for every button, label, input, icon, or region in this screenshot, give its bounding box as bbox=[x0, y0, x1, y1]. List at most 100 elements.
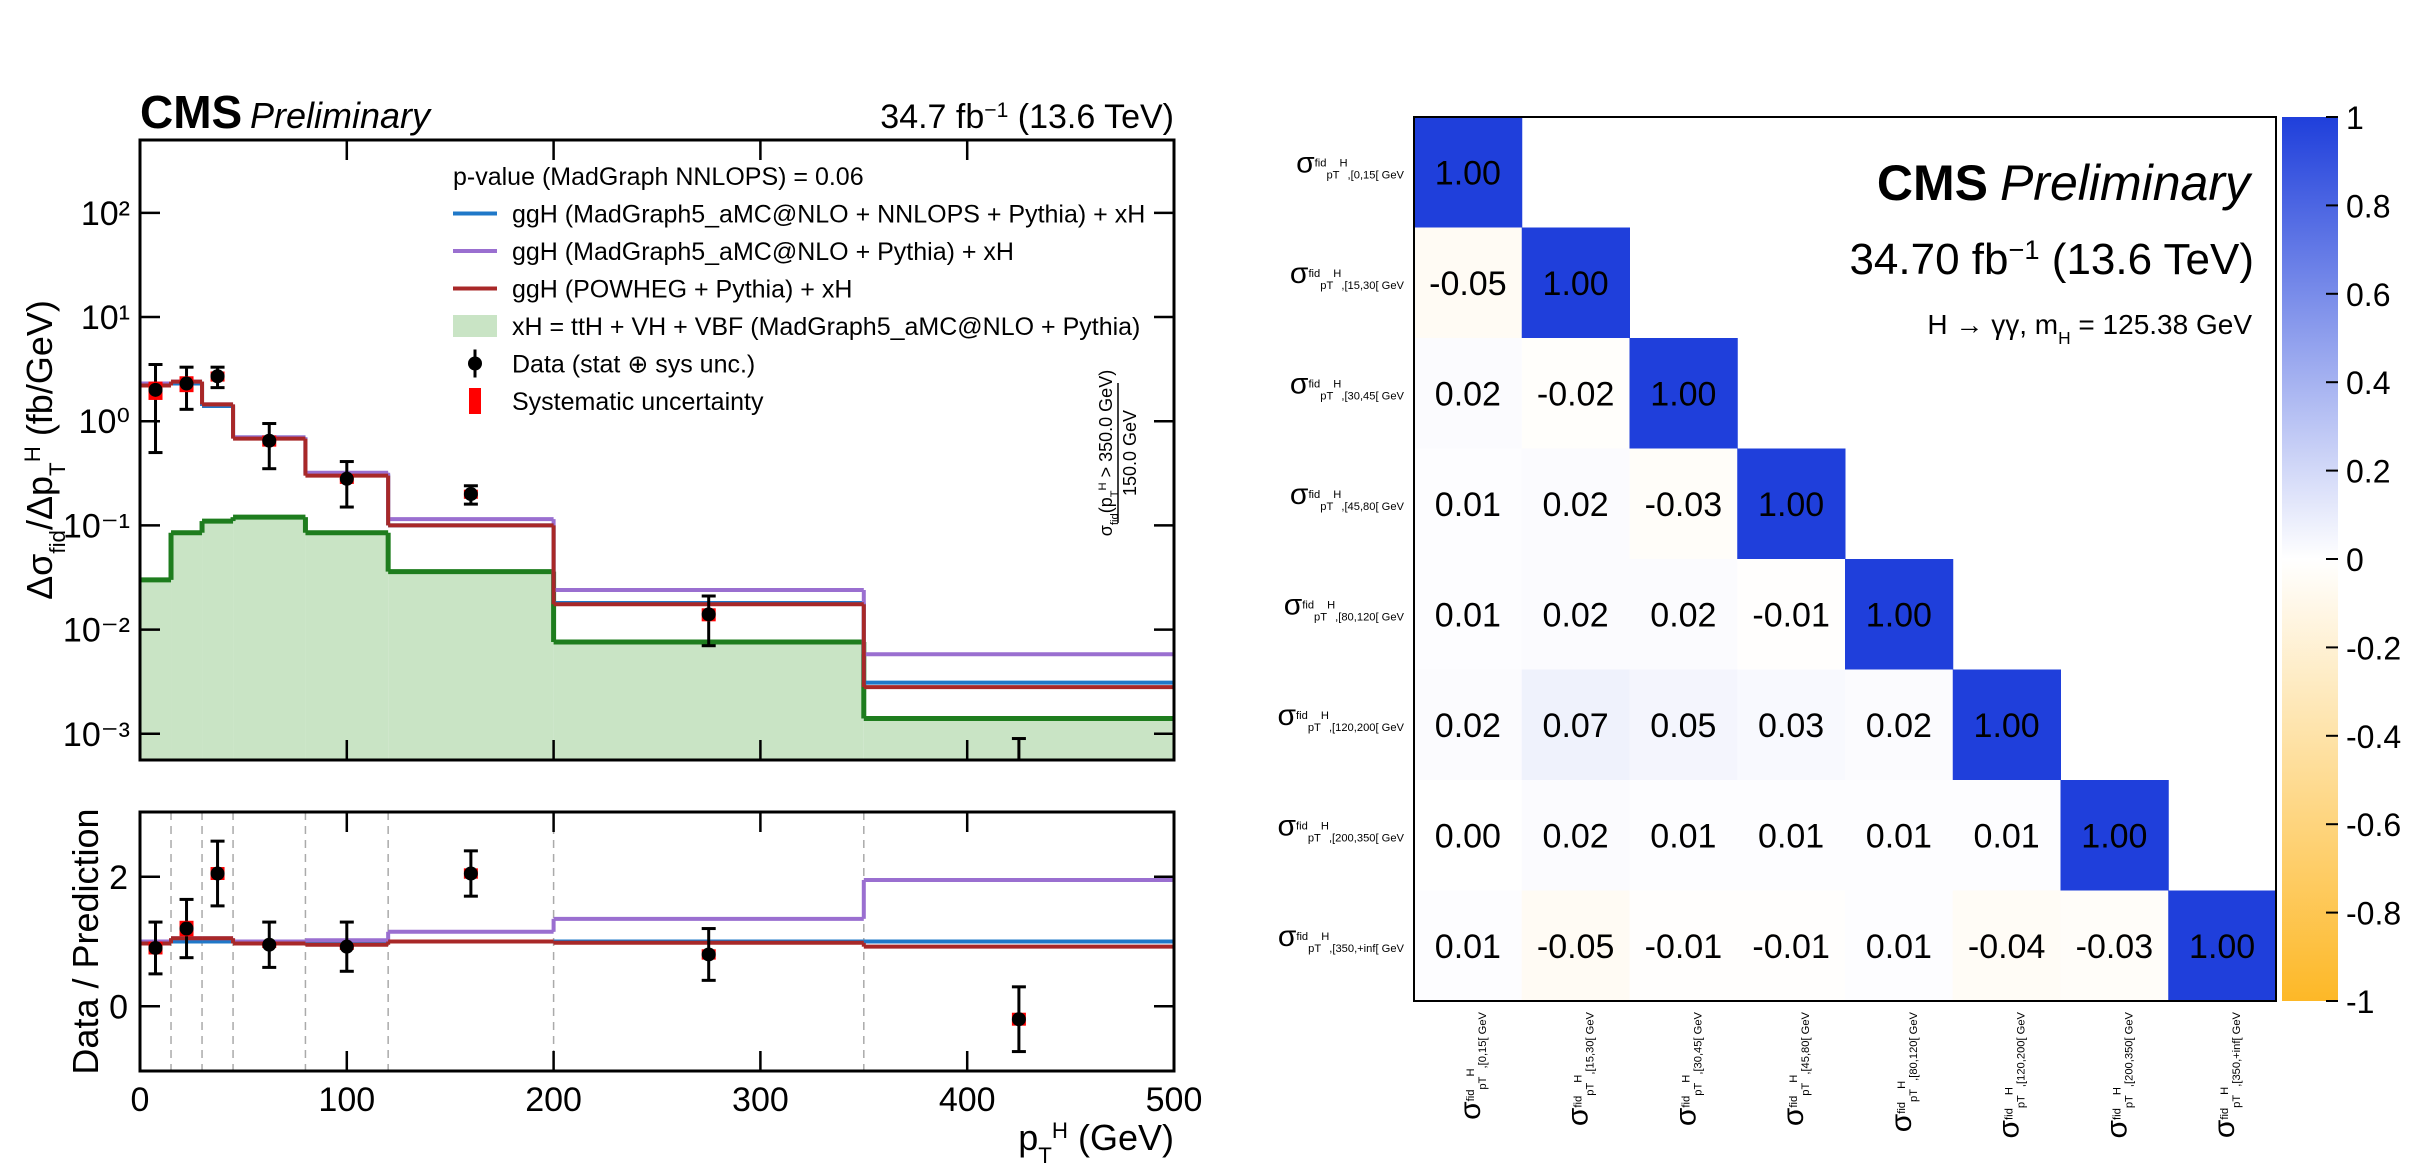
category-label-part: σ bbox=[1278, 699, 1297, 732]
category-label-part: [30,45[ GeV bbox=[1344, 390, 1404, 402]
category-label-part: σ bbox=[1278, 920, 1297, 953]
overflow-numerator-part: T bbox=[1109, 490, 1121, 497]
category-label-part: , bbox=[2231, 1084, 2243, 1087]
category-label-part: T bbox=[2123, 1095, 2135, 1102]
colorbar-tick-label: 1 bbox=[2346, 100, 2364, 136]
category-label-part: fid bbox=[1788, 1096, 1800, 1108]
cell-label: 1.00 bbox=[2081, 817, 2147, 855]
heatmap-cell bbox=[1629, 669, 1738, 781]
category-label-part: , bbox=[1477, 1065, 1489, 1068]
heatmap-cell bbox=[1952, 669, 2061, 781]
category-label: σfidpTH,[80,120[ GeV bbox=[1885, 1011, 1920, 1132]
category-label-part: [120,200[ GeV bbox=[2016, 1011, 2028, 1084]
category-label-part: H bbox=[1680, 1075, 1692, 1083]
category-label-part: [0,15[ GeV bbox=[1477, 1011, 1489, 1065]
category-label-part: σ bbox=[2100, 1119, 2133, 1138]
category-label-part: , bbox=[2123, 1084, 2135, 1087]
category-label: σfidpTH,[45,80[ GeV bbox=[1777, 1011, 1812, 1126]
x-tick-label: 200 bbox=[525, 1081, 582, 1119]
heatmap-cell bbox=[1629, 338, 1738, 449]
heatmap-cell bbox=[1952, 890, 2061, 1002]
category-label: σfidpTH,[0,15[ GeV bbox=[1454, 1011, 1489, 1119]
y-axis-label-part: fid bbox=[45, 530, 70, 554]
category-label-part: , bbox=[1348, 169, 1351, 181]
category-label-part: fid bbox=[1296, 710, 1308, 722]
category-label-part: [350,+inf[ GeV bbox=[1332, 943, 1404, 955]
category-label-part: H bbox=[2004, 1087, 2016, 1095]
ratio-plot-area bbox=[140, 812, 1174, 1071]
data-point bbox=[339, 939, 354, 954]
category-label-part: T bbox=[1908, 1089, 1920, 1096]
category-label-part: fid bbox=[2111, 1108, 2123, 1120]
category-label-part: fid bbox=[2219, 1108, 2231, 1120]
cell-label: 0.02 bbox=[1435, 707, 1501, 745]
category-label-part: p bbox=[1320, 501, 1326, 513]
category-label: σfidpTH,[350,+inf[ GeV bbox=[1278, 920, 1405, 955]
category-label-part: T bbox=[1314, 832, 1321, 844]
cell-label: 0.01 bbox=[1435, 486, 1501, 524]
category-label-part: T bbox=[1585, 1083, 1597, 1090]
heatmap-cell bbox=[1952, 780, 2061, 891]
lumi-label: 34.70 fb−1 (13.6 TeV) bbox=[1849, 234, 2254, 285]
overflow-denominator: 150.0 GeV bbox=[1120, 410, 1140, 496]
category-label-part: H bbox=[1321, 820, 1329, 832]
category-label-part: σ bbox=[2208, 1119, 2241, 1138]
cell-label: -0.02 bbox=[1537, 375, 1615, 413]
colorbar-tick-label: -0.4 bbox=[2346, 719, 2401, 755]
heatmap-cell bbox=[2168, 890, 2277, 1002]
cell-label: 1.00 bbox=[1758, 486, 1824, 524]
category-label-part: H bbox=[1573, 1075, 1585, 1083]
category-label-part: H bbox=[2219, 1087, 2231, 1095]
background-bar bbox=[233, 517, 306, 760]
cell-label: 0.01 bbox=[1435, 596, 1501, 634]
process-label: H → γγ, mH = 125.38 GeV bbox=[1927, 309, 2252, 348]
category-label: σfidpTH,[200,350[ GeV bbox=[2100, 1011, 2135, 1138]
data-point bbox=[262, 433, 277, 448]
data-point bbox=[339, 471, 354, 486]
heatmap-cell bbox=[1521, 448, 1630, 560]
category-label-part: T bbox=[1477, 1076, 1489, 1083]
category-label: σfidpTH,[30,45[ GeV bbox=[1290, 367, 1405, 402]
category-label-part: p bbox=[1308, 832, 1314, 844]
y-axis-label-part: (fb/GeV) bbox=[19, 300, 60, 446]
cell-label: 1.00 bbox=[2189, 928, 2255, 966]
cell-label: 0.01 bbox=[1866, 817, 1932, 855]
cell-label: 0.02 bbox=[1435, 375, 1501, 413]
heatmap-cell bbox=[1414, 227, 1523, 339]
overflow-numerator-part: fid bbox=[1109, 513, 1121, 525]
cell-label: -0.03 bbox=[2076, 928, 2154, 966]
colorbar-tick-label: -0.8 bbox=[2346, 896, 2401, 932]
cell-label: -0.01 bbox=[1752, 928, 1830, 966]
category-label-part: H bbox=[1327, 599, 1335, 611]
category-label-part: , bbox=[1585, 1072, 1597, 1075]
colorbar-tick-label: 0.2 bbox=[2346, 454, 2390, 490]
category-label-part: σ bbox=[1290, 367, 1309, 400]
cell-label: 0.02 bbox=[1543, 486, 1609, 524]
heatmap-cell bbox=[1737, 669, 1846, 781]
category-label-part: p bbox=[1585, 1090, 1597, 1096]
background-bar bbox=[305, 532, 389, 760]
cell-label: 0.00 bbox=[1435, 817, 1501, 855]
background-bar bbox=[388, 571, 554, 760]
category-label-part: T bbox=[1326, 390, 1333, 402]
heatmap-cell bbox=[1845, 559, 1954, 670]
lumi-label: 34.7 fb−1 (13.6 TeV) bbox=[880, 98, 1174, 136]
category-label: σfidpTH,[30,45[ GeV bbox=[1669, 1011, 1704, 1126]
heatmap-cell bbox=[1521, 780, 1630, 891]
category-label-part: σ bbox=[1290, 478, 1309, 511]
category-label-part: [15,30[ GeV bbox=[1344, 280, 1404, 292]
category-label-part: σ bbox=[1278, 809, 1297, 842]
heatmap-cell bbox=[1737, 559, 1846, 670]
category-label: σfidpTH,[200,350[ GeV bbox=[1278, 809, 1405, 844]
category-label-part: [45,80[ GeV bbox=[1800, 1011, 1812, 1071]
category-label-part: fid bbox=[1296, 931, 1308, 943]
status-label: Preliminary bbox=[2000, 155, 2253, 211]
category-label-part: fid bbox=[1308, 378, 1320, 390]
legend-label: ggH (POWHEG + Pythia) + xH bbox=[512, 276, 852, 304]
legend-label: Data (stat ⊕ sys unc.) bbox=[512, 351, 755, 379]
heatmap-cell bbox=[1414, 559, 1523, 670]
category-label-part: T bbox=[1314, 943, 1321, 955]
legend-label: ggH (MadGraph5_aMC@NLO + NNLOPS + Pythia… bbox=[512, 201, 1145, 229]
ratio-y-axis-label: Data / Prediction bbox=[65, 808, 106, 1074]
lumi-label-part: 34.70 fb bbox=[1849, 235, 2008, 284]
